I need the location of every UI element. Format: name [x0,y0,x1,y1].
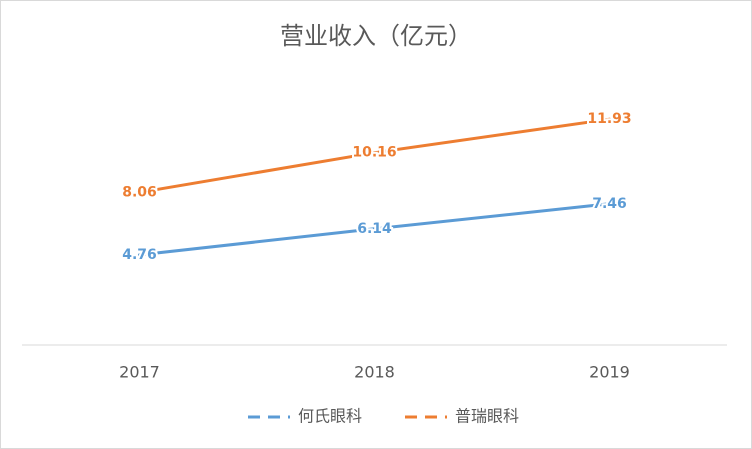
data-label: 6.14 [357,221,392,237]
x-tick-label: 2018 [354,363,395,382]
chart-title: 营业收入（亿元） [280,22,472,50]
data-label: 7.46 [592,196,627,212]
data-line [138,202,611,257]
data-label: 10.16 [352,145,396,161]
legend-label: 普瑞眼科 [455,407,519,426]
data-label: 4.76 [122,247,157,263]
data-line [138,117,611,194]
legend-label: 何氏眼科 [298,407,362,426]
x-tick-label: 2019 [589,363,630,382]
data-label: 8.06 [122,184,157,200]
x-tick-label: 2017 [119,363,160,382]
data-label: 11.93 [587,111,631,127]
